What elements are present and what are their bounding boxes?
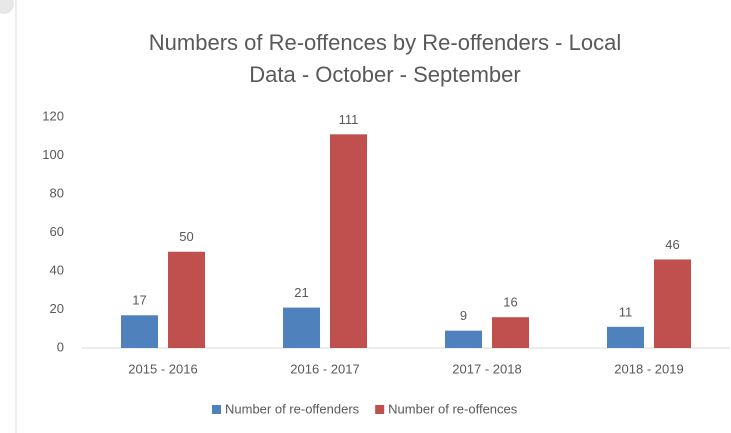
legend-swatch (212, 405, 221, 414)
legend-swatch (375, 405, 385, 414)
chart-title: Data - October - September (249, 62, 520, 87)
corner-handle (0, 0, 14, 14)
bar (654, 259, 691, 348)
bar (121, 315, 158, 348)
data-label: 16 (503, 295, 517, 310)
y-tick-label: 0 (57, 339, 64, 354)
bar (283, 307, 320, 348)
data-label: 11 (619, 304, 633, 319)
legend-label: Number of re-offenders (225, 401, 360, 416)
x-tick-label: 2018 - 2019 (614, 361, 683, 376)
y-tick-label: 40 (50, 262, 64, 277)
y-tick-label: 80 (50, 185, 64, 200)
chart-title: Numbers of Re-offences by Re-offenders -… (149, 30, 621, 55)
bar (492, 317, 529, 348)
bar (607, 326, 644, 348)
y-tick-label: 100 (42, 147, 64, 162)
data-label: 111 (339, 112, 359, 127)
x-tick-label: 2017 - 2018 (452, 361, 521, 376)
data-label: 9 (460, 308, 467, 323)
data-label: 17 (132, 293, 146, 308)
y-tick-label: 120 (42, 108, 64, 123)
data-label: 21 (294, 285, 308, 300)
legend-label: Number of re-offences (388, 401, 518, 416)
bar (168, 251, 205, 348)
y-tick-label: 20 (50, 301, 64, 316)
x-tick-label: 2016 - 2017 (290, 361, 359, 376)
data-label: 46 (665, 237, 679, 252)
x-tick-label: 2015 - 2016 (128, 361, 197, 376)
bar (330, 134, 367, 348)
y-tick-label: 60 (50, 224, 64, 239)
bar (445, 330, 482, 348)
data-label: 50 (179, 229, 193, 244)
